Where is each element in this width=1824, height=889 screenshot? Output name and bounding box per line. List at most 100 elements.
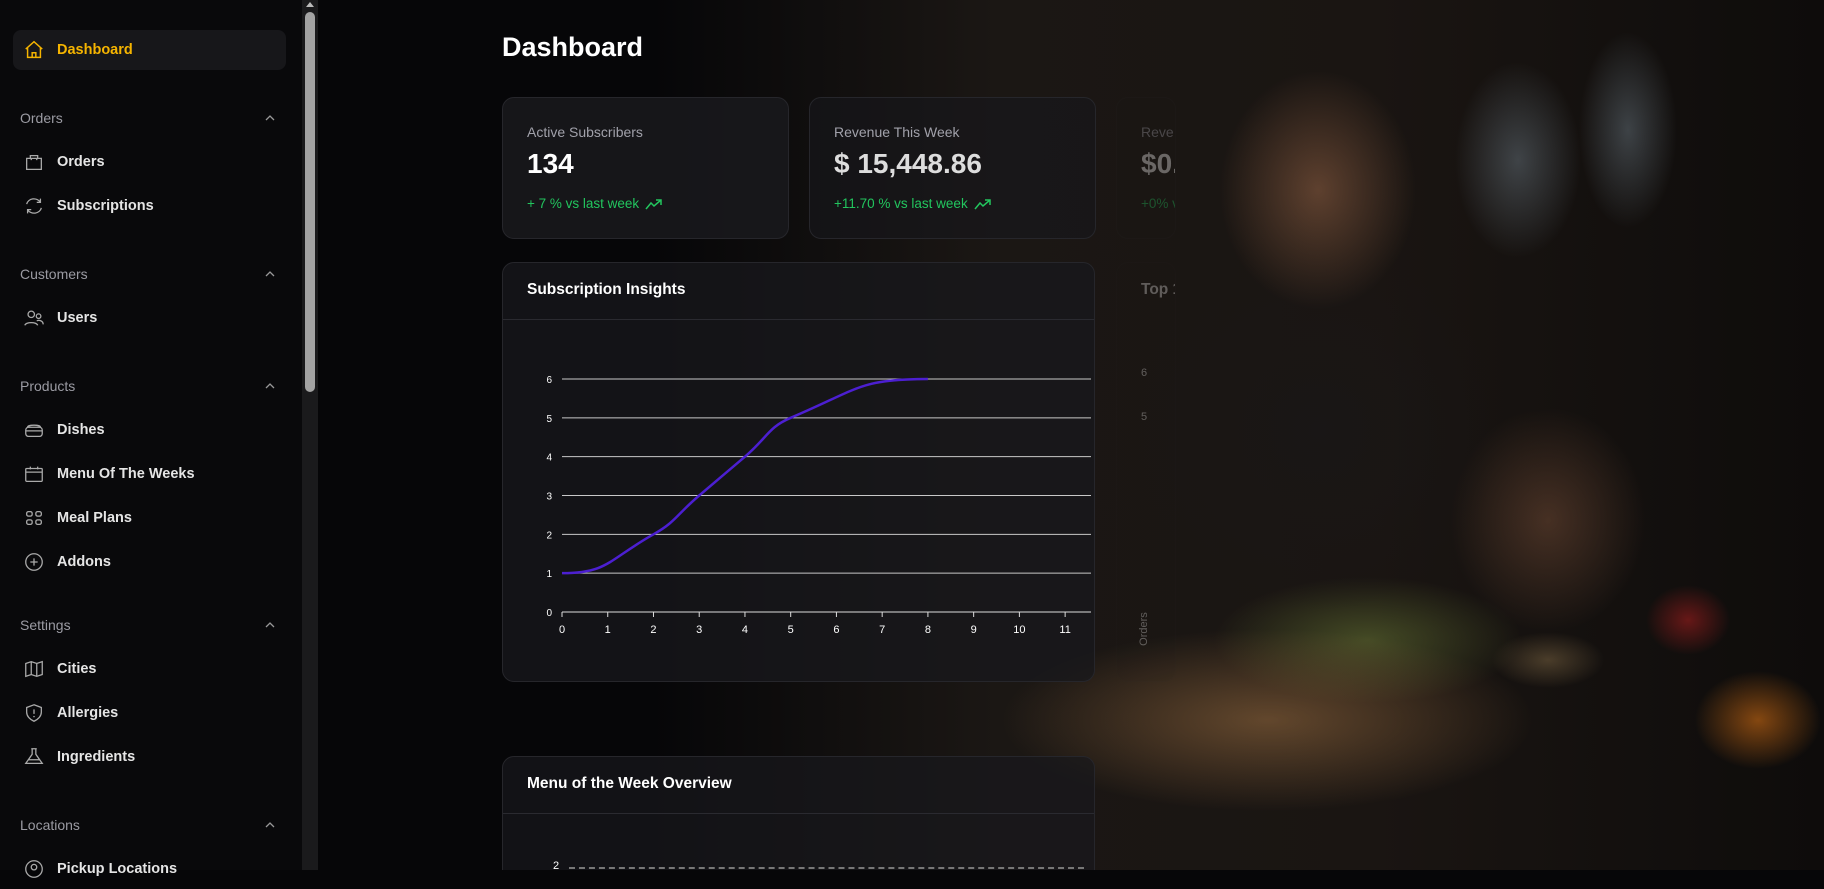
stat-delta: +0% vs l	[1141, 196, 1176, 211]
divider	[503, 813, 1094, 814]
map-icon	[23, 658, 45, 680]
sidebar-item-label: Meal Plans	[57, 510, 132, 526]
chevron-up-icon[interactable]	[264, 380, 276, 392]
x-tick-label: 11	[1059, 624, 1070, 636]
chevron-up-icon[interactable]	[264, 619, 276, 631]
top-10-card-partial: Top 10 6 5 Orders	[1116, 262, 1176, 682]
sidebar-item-label: Dishes	[57, 422, 105, 438]
sidebar-item-dishes[interactable]: Dishes	[13, 410, 286, 450]
plus-circle-icon	[23, 551, 45, 573]
users-icon	[23, 307, 45, 329]
x-tick-label: 7	[879, 624, 885, 636]
y-tick: 5	[1141, 411, 1147, 423]
grid-line	[569, 867, 1084, 869]
x-tick-label: 1	[605, 624, 611, 636]
y-tick-label: 4	[546, 453, 552, 464]
chevron-up-icon[interactable]	[264, 268, 276, 280]
shield-alert-icon	[23, 702, 45, 724]
y-tick-label: 1	[546, 569, 552, 580]
stat-delta-text: + 7 % vs last week	[527, 196, 639, 211]
stat-card-revenue-this-week: Revenue This Week $ 15,448.86 +11.70 % v…	[809, 97, 1096, 239]
y-tick-label: 5	[546, 414, 552, 425]
y-tick: 6	[1141, 367, 1147, 379]
y-tick-label: 0	[546, 608, 552, 619]
stat-delta: +11.70 % vs last week	[834, 196, 992, 211]
stat-card-active-subscribers: Active Subscribers 134 + 7 % vs last wee…	[502, 97, 789, 239]
flask-icon	[23, 746, 45, 768]
section-title: Products	[20, 378, 75, 394]
sidebar-item-label: Dashboard	[57, 42, 133, 58]
stat-label: Active Subscribers	[527, 124, 643, 140]
sidebar-item-label: Cities	[57, 661, 97, 677]
y-tick-label: 2	[546, 530, 552, 541]
stat-label: Reve	[1141, 124, 1174, 140]
card-title: Subscription Insights	[527, 281, 685, 299]
x-tick-label: 4	[742, 624, 748, 636]
x-tick-label: 2	[650, 624, 656, 636]
home-icon	[23, 39, 45, 61]
sidebar-item-subscriptions[interactable]: Subscriptions	[13, 186, 286, 226]
shopping-bag-icon	[23, 151, 45, 173]
sidebar-item-label: Pickup Locations	[57, 861, 177, 877]
sidebar-item-pickup-locations[interactable]: Pickup Locations	[13, 849, 286, 889]
scroll-up-arrow-icon[interactable]	[306, 2, 314, 7]
sidebar-section-customers[interactable]: Customers	[20, 266, 276, 282]
y-tick-label: 6	[546, 375, 552, 386]
y-tick-label: 3	[546, 492, 552, 503]
sidebar-item-dashboard[interactable]: Dashboard	[13, 30, 286, 70]
sidebar-item-label: Users	[57, 310, 97, 326]
sidebar-scrollbar[interactable]	[302, 0, 318, 870]
x-tick-label: 9	[971, 624, 977, 636]
section-title: Locations	[20, 817, 80, 833]
sidebar-item-label: Ingredients	[57, 749, 135, 765]
sidebar-item-menu-of-the-weeks[interactable]: Menu Of The Weeks	[13, 454, 286, 494]
sidebar-item-label: Orders	[57, 154, 105, 170]
sidebar-item-meal-plans[interactable]: Meal Plans	[13, 498, 286, 538]
calendar-icon	[23, 463, 45, 485]
stat-value: $0.0	[1141, 148, 1176, 180]
map-pin-icon	[23, 858, 45, 880]
sidebar-section-locations[interactable]: Locations	[20, 817, 276, 833]
section-title: Settings	[20, 617, 71, 633]
sidebar-item-orders[interactable]: Orders	[13, 142, 286, 182]
menu-of-the-week-overview-card: Menu of the Week Overview 2	[502, 756, 1095, 870]
stat-value: 134	[527, 148, 574, 180]
x-tick-label: 5	[788, 624, 794, 636]
trending-up-icon	[645, 198, 663, 210]
x-tick-label: 8	[925, 624, 931, 636]
x-tick-label: 6	[833, 624, 839, 636]
y-axis-label: Orders	[1138, 612, 1150, 646]
sidebar-item-ingredients[interactable]: Ingredients	[13, 737, 286, 777]
stat-card-revenue-partial: Reve $0.0 +0% vs l	[1116, 97, 1176, 239]
main-content: Dashboard Active Subscribers 134 + 7 % v…	[318, 0, 1824, 870]
page-title: Dashboard	[502, 32, 643, 63]
grid-icon	[23, 507, 45, 529]
chevron-up-icon[interactable]	[264, 112, 276, 124]
sidebar-item-users[interactable]: Users	[13, 298, 286, 338]
card-title: Menu of the Week Overview	[527, 775, 732, 793]
sidebar-section-products[interactable]: Products	[20, 378, 276, 394]
sidebar: Dashboard Orders Orders Subscriptions Custom…	[0, 0, 302, 870]
subscription-series-line	[562, 379, 928, 573]
stat-delta-text: +11.70 % vs last week	[834, 196, 968, 211]
sidebar-item-cities[interactable]: Cities	[13, 649, 286, 689]
sidebar-section-settings[interactable]: Settings	[20, 617, 276, 633]
trending-up-icon	[974, 198, 992, 210]
refresh-icon	[23, 195, 45, 217]
scrollbar-thumb[interactable]	[305, 12, 315, 392]
dish-icon	[23, 419, 45, 441]
stat-label: Revenue This Week	[834, 124, 960, 140]
x-tick-label: 10	[1013, 624, 1025, 636]
section-title: Customers	[20, 266, 88, 282]
chevron-up-icon[interactable]	[264, 819, 276, 831]
sidebar-section-orders[interactable]: Orders	[20, 110, 276, 126]
stat-delta: + 7 % vs last week	[527, 196, 663, 211]
x-tick-label: 0	[559, 624, 565, 636]
sidebar-item-label: Menu Of The Weeks	[57, 466, 195, 482]
sidebar-item-allergies[interactable]: Allergies	[13, 693, 286, 733]
sidebar-item-addons[interactable]: Addons	[13, 542, 286, 582]
stat-value: $ 15,448.86	[834, 148, 982, 180]
sidebar-item-label: Addons	[57, 554, 111, 570]
